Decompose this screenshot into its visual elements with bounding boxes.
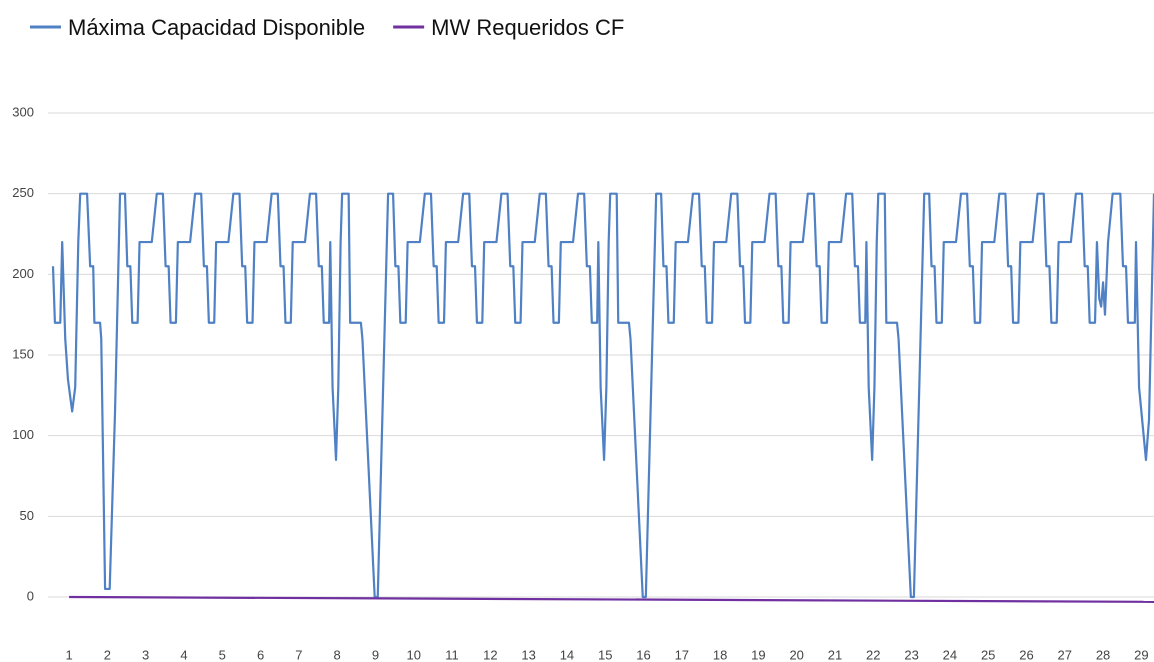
x-tick-label: 8	[334, 647, 341, 662]
x-tick-label: 3	[142, 647, 149, 662]
y-tick-label: 0	[27, 588, 34, 603]
x-tick-label: 16	[636, 647, 650, 662]
x-tick-label: 21	[828, 647, 842, 662]
x-tick-label: 29	[1134, 647, 1148, 662]
x-tick-label: 12	[483, 647, 497, 662]
x-tick-label: 14	[560, 647, 574, 662]
x-tick-label: 2	[104, 647, 111, 662]
legend-label: MW Requeridos CF	[431, 15, 624, 40]
y-tick-label: 300	[12, 104, 34, 119]
x-tick-label: 17	[675, 647, 689, 662]
x-tick-label: 1	[65, 647, 72, 662]
x-tick-label: 4	[180, 647, 187, 662]
x-tick-label: 24	[943, 647, 957, 662]
x-tick-label: 5	[219, 647, 226, 662]
y-tick-label: 100	[12, 427, 34, 442]
x-tick-label: 9	[372, 647, 379, 662]
x-tick-label: 11	[445, 647, 459, 662]
x-tick-label: 19	[751, 647, 765, 662]
x-tick-label: 23	[904, 647, 918, 662]
x-tick-label: 18	[713, 647, 727, 662]
x-tick-label: 6	[257, 647, 264, 662]
legend-label: Máxima Capacidad Disponible	[68, 15, 365, 40]
x-tick-label: 20	[789, 647, 803, 662]
x-tick-label: 22	[866, 647, 880, 662]
x-tick-label: 28	[1096, 647, 1110, 662]
y-tick-label: 50	[20, 508, 34, 523]
x-tick-label: 13	[521, 647, 535, 662]
x-tick-label: 15	[598, 647, 612, 662]
y-tick-label: 150	[12, 346, 34, 361]
y-tick-label: 200	[12, 266, 34, 281]
x-tick-label: 25	[981, 647, 995, 662]
x-tick-label: 7	[295, 647, 302, 662]
x-tick-label: 26	[1019, 647, 1033, 662]
line-series	[51, 192, 1154, 599]
x-tick-label: 10	[407, 647, 421, 662]
x-tick-label: 27	[1058, 647, 1072, 662]
line-series	[69, 595, 1154, 603]
y-tick-label: 250	[12, 185, 34, 200]
